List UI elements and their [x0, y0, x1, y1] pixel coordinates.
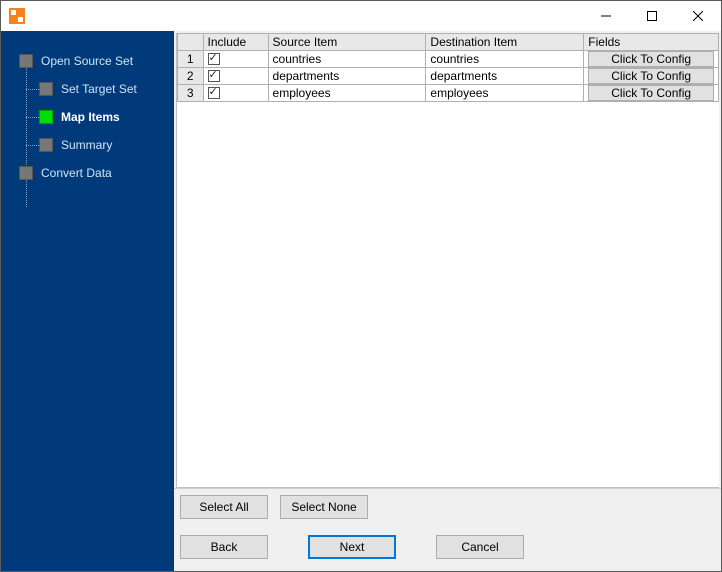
select-all-button[interactable]: Select All [180, 495, 268, 519]
wizard-window: Open Source Set Set Target Set Map Items… [0, 0, 722, 572]
step-label: Convert Data [41, 166, 112, 180]
cancel-button[interactable]: Cancel [436, 535, 524, 559]
fields-cell: Click To Config [584, 85, 719, 102]
fields-cell: Click To Config [584, 51, 719, 68]
step-box-icon [39, 82, 53, 96]
col-header-fields[interactable]: Fields [584, 34, 719, 51]
next-button[interactable]: Next [308, 535, 396, 559]
step-summary[interactable]: Summary [19, 131, 174, 159]
step-box-icon [19, 54, 33, 68]
step-label: Set Target Set [61, 82, 137, 96]
step-label: Summary [61, 138, 112, 152]
row-number[interactable]: 3 [178, 85, 204, 102]
step-label: Open Source Set [41, 54, 133, 68]
titlebar [1, 1, 721, 31]
items-grid-container: Include Source Item Destination Item Fie… [176, 33, 719, 488]
main-panel: Include Source Item Destination Item Fie… [174, 31, 721, 571]
close-button[interactable] [675, 1, 721, 31]
include-cell[interactable] [203, 51, 268, 68]
select-none-button[interactable]: Select None [280, 495, 368, 519]
step-label: Map Items [61, 110, 120, 124]
destination-item-cell[interactable]: employees [426, 85, 584, 102]
grid-empty-area [177, 102, 719, 487]
step-box-icon [19, 166, 33, 180]
col-header-include[interactable]: Include [203, 34, 268, 51]
step-convert-data[interactable]: Convert Data [19, 159, 174, 187]
include-cell[interactable] [203, 68, 268, 85]
selection-toolbar: Select All Select None [174, 488, 721, 525]
include-checkbox[interactable] [208, 53, 220, 65]
step-open-source-set[interactable]: Open Source Set [19, 47, 174, 75]
table-row[interactable]: 3employeesemployeesClick To Config [178, 85, 719, 102]
step-box-icon [39, 110, 53, 124]
step-set-target-set[interactable]: Set Target Set [19, 75, 174, 103]
minimize-button[interactable] [583, 1, 629, 31]
source-item-cell[interactable]: countries [268, 51, 426, 68]
destination-item-cell[interactable]: departments [426, 68, 584, 85]
row-number[interactable]: 1 [178, 51, 204, 68]
col-header-source[interactable]: Source Item [268, 34, 426, 51]
app-icon [9, 8, 25, 24]
back-button[interactable]: Back [180, 535, 268, 559]
include-checkbox[interactable] [208, 70, 220, 82]
config-fields-button[interactable]: Click To Config [588, 68, 714, 84]
row-number[interactable]: 2 [178, 68, 204, 85]
source-item-cell[interactable]: departments [268, 68, 426, 85]
items-grid: Include Source Item Destination Item Fie… [177, 33, 719, 102]
maximize-button[interactable] [629, 1, 675, 31]
config-fields-button[interactable]: Click To Config [588, 51, 714, 67]
fields-cell: Click To Config [584, 68, 719, 85]
include-checkbox[interactable] [208, 87, 220, 99]
table-row[interactable]: 2departmentsdepartmentsClick To Config [178, 68, 719, 85]
source-item-cell[interactable]: employees [268, 85, 426, 102]
table-row[interactable]: 1countriescountriesClick To Config [178, 51, 719, 68]
config-fields-button[interactable]: Click To Config [588, 85, 714, 101]
include-cell[interactable] [203, 85, 268, 102]
steps-sidebar: Open Source Set Set Target Set Map Items… [1, 31, 174, 571]
col-header-destination[interactable]: Destination Item [426, 34, 584, 51]
wizard-nav: Back Next Cancel [174, 525, 721, 571]
step-box-icon [39, 138, 53, 152]
grid-corner [178, 34, 204, 51]
destination-item-cell[interactable]: countries [426, 51, 584, 68]
step-map-items[interactable]: Map Items [19, 103, 174, 131]
